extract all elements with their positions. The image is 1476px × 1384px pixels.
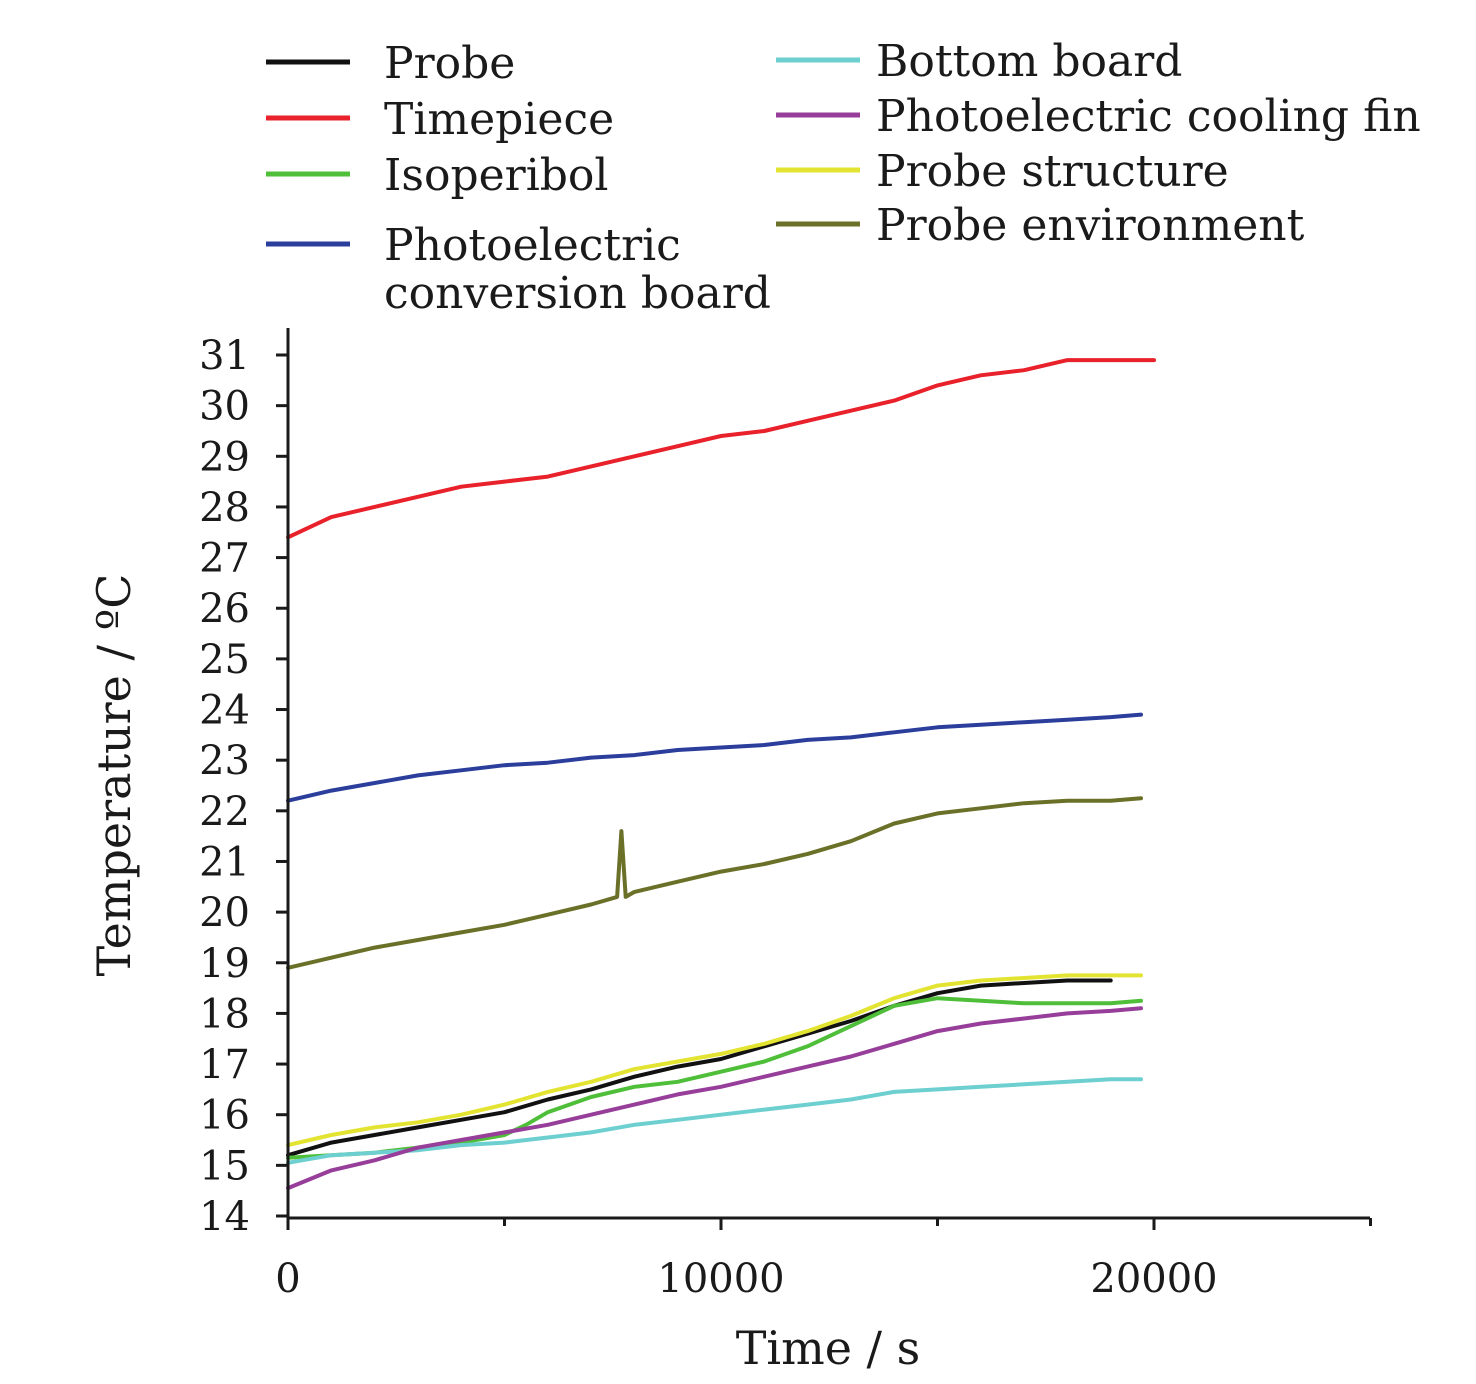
series-line-photoelectric-cooling-fin: [286, 1006, 1143, 1191]
legend-label-probe-structure: Probe structure: [876, 146, 1229, 197]
y-tick-label: 29: [199, 434, 250, 480]
y-axis-title: Temperature / ºC: [87, 574, 141, 977]
y-tick-label: 15: [199, 1143, 250, 1189]
y-tick-label: 17: [199, 1042, 250, 1088]
series-line-probe-structure: [286, 973, 1143, 1148]
legend-label-photoelectric-conversion-board: Photoelectric conversion board: [384, 220, 771, 319]
series-line-probe: [286, 978, 1113, 1158]
y-tick-label: 28: [199, 485, 250, 531]
series-line-photoelectric-conversion-board: [286, 712, 1143, 803]
y-tick-label: 20: [199, 890, 250, 936]
series-line-timepiece: [286, 358, 1156, 540]
y-tick-label: 19: [199, 941, 250, 987]
legend-label-bottom-board: Bottom board: [876, 36, 1182, 87]
x-ticks: 0 10000 20000: [275, 1218, 1372, 1302]
y-tick-label: 14: [199, 1194, 250, 1240]
y-tick-label: 24: [199, 688, 250, 734]
y-tick-label: 25: [199, 637, 250, 683]
series-line-probe-environment: [286, 796, 1143, 970]
legend-label-photoelectric-cooling-fin: Photoelectric cooling fin: [876, 91, 1421, 142]
y-tick-label: 27: [199, 536, 250, 582]
y-tick-label: 16: [199, 1093, 250, 1139]
series-line-isoperibol: [286, 996, 1143, 1160]
y-tick-label: 22: [199, 789, 250, 835]
y-tick-label: 31: [199, 333, 250, 379]
legend-label-timepiece: Timepiece: [384, 94, 614, 145]
axes: [286, 328, 1370, 1220]
series-layer: [286, 358, 1156, 1191]
y-tick-label: 21: [199, 839, 250, 885]
y-tick-label: 23: [199, 738, 250, 784]
x-tick-label: 0: [275, 1256, 300, 1302]
legend-label-probe-environment: Probe environment: [876, 200, 1305, 251]
y-tick-label: 18: [199, 991, 250, 1037]
y-tick-label: 26: [199, 586, 250, 632]
x-tick-label: 20000: [1090, 1256, 1217, 1302]
legend-label-probe: Probe: [384, 38, 515, 89]
x-tick-label: 10000: [657, 1256, 784, 1302]
x-axis-title: Time / s: [736, 1321, 921, 1375]
y-tick-label: 30: [199, 384, 250, 430]
series-line-bottom-board: [286, 1077, 1143, 1165]
legend-label-isoperibol: Isoperibol: [384, 150, 609, 201]
